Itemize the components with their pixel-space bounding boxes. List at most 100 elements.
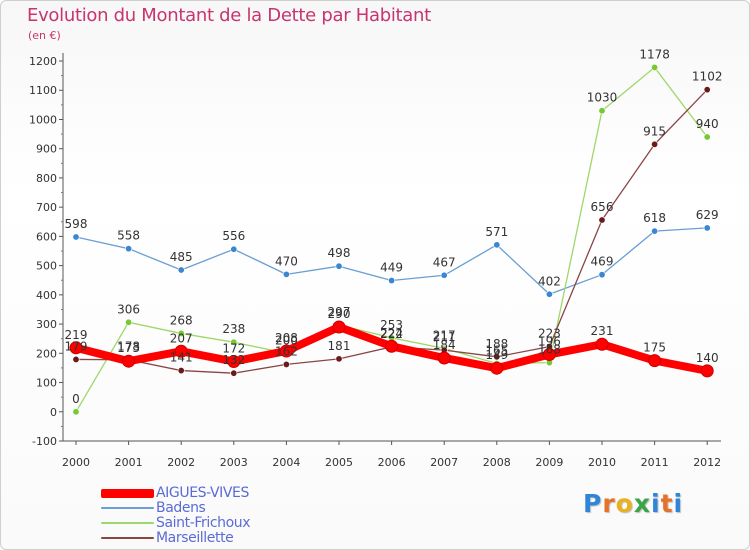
data-label-marseillette: 223: [538, 327, 561, 341]
data-label-saint-frichoux: 1178: [639, 47, 670, 61]
data-label-marseillette: 656: [591, 200, 614, 214]
data-label-aigues-vives: 196: [538, 334, 561, 348]
data-point-saint-frichoux: [703, 133, 711, 141]
data-point-saint-frichoux: [125, 318, 133, 326]
data-label-badens: 449: [380, 261, 403, 275]
legend-item: Marseillette: [101, 530, 234, 546]
data-label-badens: 469: [591, 255, 614, 269]
x-tick-label: 2009: [535, 456, 563, 469]
data-label-badens: 498: [328, 246, 351, 260]
y-tick-label: 800: [36, 172, 57, 185]
data-label-badens: 629: [696, 208, 719, 222]
data-label-marseillette: 915: [643, 124, 666, 138]
data-point-badens: [440, 271, 448, 279]
x-tick-label: 2010: [588, 456, 616, 469]
x-tick-label: 2012: [693, 456, 721, 469]
data-point-marseillette: [598, 216, 606, 224]
chart-title: Evolution du Montant de la Dette par Hab…: [27, 5, 431, 26]
data-label-badens: 470: [275, 254, 298, 268]
data-label-saint-frichoux: 200: [275, 333, 298, 347]
legend-swatch: [101, 507, 154, 509]
data-point-saint-frichoux: [230, 338, 238, 346]
data-label-aigues-vives: 224: [380, 326, 403, 340]
data-label-marseillette: 179: [65, 339, 88, 353]
data-label-aigues-vives: 173: [117, 341, 140, 355]
data-label-badens: 556: [222, 229, 245, 243]
data-label-marseillette: 188: [485, 337, 508, 351]
data-point-aigues-vives: [174, 344, 188, 358]
data-label-saint-frichoux: 253: [380, 318, 403, 332]
data-label-marseillette: 162: [275, 344, 298, 358]
data-label-badens: 402: [538, 274, 561, 288]
data-point-marseillette: [335, 355, 343, 363]
x-tick-label: 2008: [483, 456, 511, 469]
x-tick-label: 2005: [325, 456, 353, 469]
x-tick-label: 2003: [220, 456, 248, 469]
y-tick-label: 200: [36, 347, 57, 360]
x-tick-label: 2001: [115, 456, 143, 469]
data-point-marseillette: [703, 86, 711, 94]
data-label-marseillette: 222: [380, 327, 403, 341]
data-point-marseillette: [651, 140, 659, 148]
legend-item: Saint-Frichoux: [101, 515, 251, 531]
legend-swatch: [101, 488, 154, 498]
data-label-badens: 618: [643, 211, 666, 225]
y-tick-label: 900: [36, 143, 57, 156]
data-label-aigues-vives: 208: [275, 331, 298, 345]
data-label-aigues-vives: 140: [696, 351, 719, 365]
data-point-aigues-vives: [69, 341, 83, 355]
data-point-aigues-vives: [385, 339, 399, 353]
data-label-marseillette: 141: [170, 351, 193, 365]
logo-letter: i: [651, 489, 661, 518]
y-tick-label: 1100: [29, 84, 57, 97]
data-label-marseillette: 178: [117, 340, 140, 354]
data-label-badens: 558: [117, 229, 140, 243]
data-point-badens: [545, 290, 553, 298]
logo-letter: t: [660, 489, 674, 518]
data-label-marseillette: 132: [222, 353, 245, 367]
chart-unit-label: (en €): [28, 29, 61, 42]
data-point-badens: [282, 270, 290, 278]
logo-letter: o: [615, 489, 634, 518]
data-label-marseillette: 181: [328, 339, 351, 353]
data-label-saint-frichoux: 168: [538, 343, 561, 357]
x-tick-label: 2002: [167, 456, 195, 469]
data-point-aigues-vives: [332, 320, 346, 334]
data-point-badens: [230, 245, 238, 253]
legend-label: Saint-Frichoux: [156, 515, 251, 531]
data-point-badens: [335, 262, 343, 270]
y-tick-label: 400: [36, 289, 57, 302]
y-tick-label: 600: [36, 230, 57, 243]
data-point-marseillette: [72, 355, 80, 363]
data-label-saint-frichoux: 268: [170, 313, 193, 327]
data-point-badens: [388, 277, 396, 285]
data-point-saint-frichoux: [598, 107, 606, 115]
x-tick-label: 2004: [272, 456, 300, 469]
data-label-aigues-vives: 207: [170, 331, 193, 345]
data-point-aigues-vives: [648, 354, 662, 368]
data-point-badens: [598, 271, 606, 279]
y-tick-label: 700: [36, 201, 57, 214]
data-label-aigues-vives: 231: [591, 324, 614, 338]
x-tick-label: 2000: [62, 456, 90, 469]
x-tick-label: 2006: [378, 456, 406, 469]
data-point-marseillette: [177, 367, 185, 375]
data-label-aigues-vives: 172: [222, 341, 245, 355]
data-label-saint-frichoux: 306: [117, 302, 140, 316]
data-point-aigues-vives: [542, 347, 556, 361]
logo-letter: x: [633, 489, 651, 518]
data-point-saint-frichoux: [177, 329, 185, 337]
data-point-badens: [125, 245, 133, 253]
legend-item: Badens: [101, 500, 206, 516]
y-tick-label: 300: [36, 318, 57, 331]
data-point-aigues-vives: [595, 337, 609, 351]
logo-letter: i: [673, 489, 684, 518]
data-label-aigues-vives: 175: [643, 341, 666, 355]
data-label-saint-frichoux: 238: [222, 322, 245, 336]
logo-letter: P: [583, 489, 603, 518]
legend-label: Badens: [156, 500, 206, 516]
y-tick-label: 1000: [29, 113, 57, 126]
data-point-marseillette: [230, 369, 238, 377]
